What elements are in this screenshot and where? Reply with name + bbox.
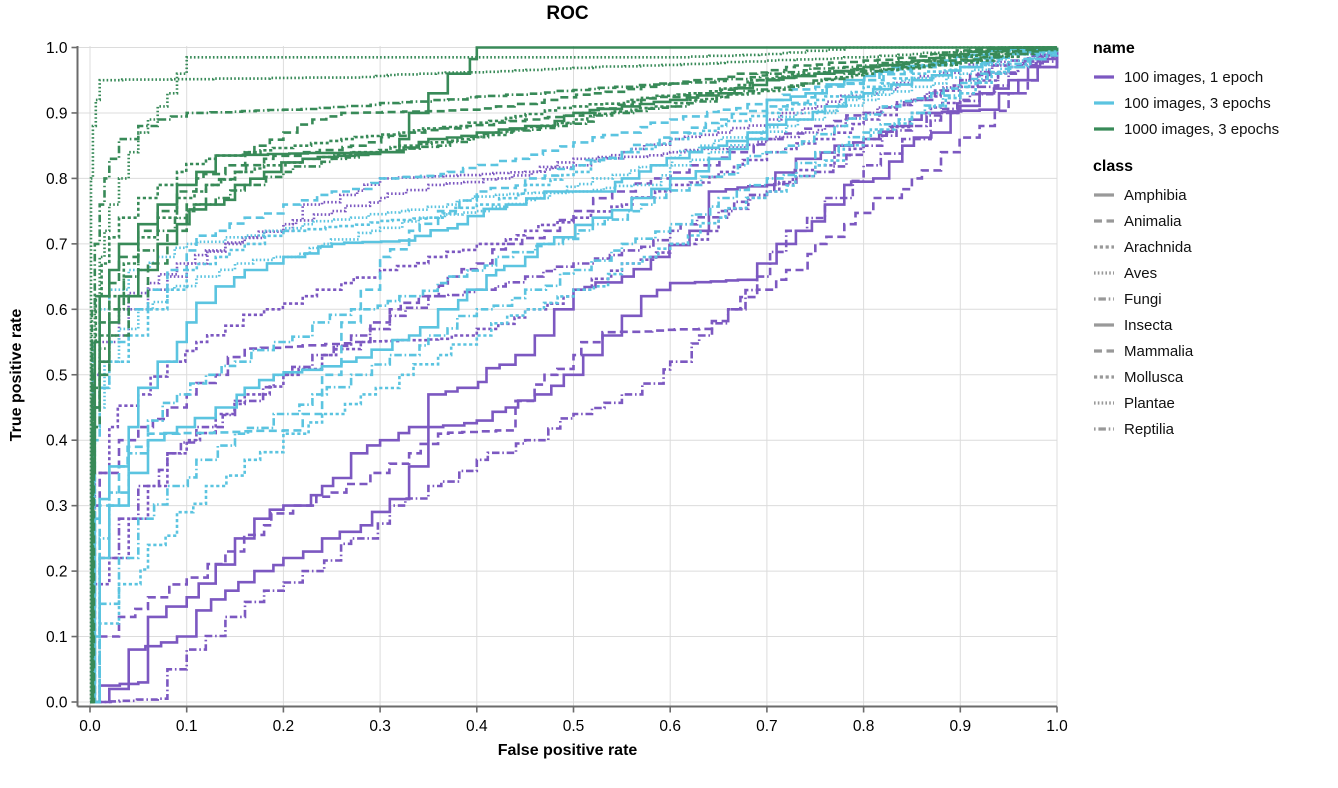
legend-class-swatch-icon [1094, 401, 1114, 405]
roc-curve-1000-images-3-epochs-mammalia [90, 47, 1059, 704]
legend-class-items: Amphibia Animalia Arachnida Aves Fungi Insect… [1093, 182, 1338, 442]
roc-curve-100-images-1-epoch-fungi [90, 47, 1059, 704]
roc-curve-100-images-3-epochs-amphibia [90, 47, 1059, 704]
roc-curve-1000-images-3-epochs-plantae [89, 46, 1057, 704]
roc-curve-100-images-1-epoch-animalia [90, 47, 1059, 704]
x-tick-label: 0.0 [79, 718, 101, 735]
y-tick-label: 0.7 [46, 236, 68, 253]
legend-class-swatch-icon [1094, 375, 1114, 379]
y-tick-label: 0.6 [46, 302, 68, 319]
legend-class-label: Aves [1124, 264, 1158, 282]
legend-name-items: 100 images, 1 epoch 100 images, 3 epochs 1… [1093, 64, 1338, 142]
roc-curve-100-images-3-epochs-mollusca [90, 47, 1059, 704]
legend-item-mammalia: Mammalia [1093, 338, 1338, 364]
roc-curve-100-images-1-epoch-mammalia [90, 47, 1059, 704]
legend-class-swatch-icon [1094, 271, 1114, 275]
legend-class-label: Reptilia [1124, 420, 1175, 438]
legend-item-100-images-1-epoch: 100 images, 1 epoch [1093, 64, 1338, 90]
legend-item-100-images-3-epochs: 100 images, 3 epochs [1093, 90, 1338, 116]
y-tick-label: 0.3 [46, 498, 68, 515]
legend-name-swatch-icon [1094, 101, 1114, 105]
roc-curve-100-images-1-epoch-insecta [90, 47, 1059, 704]
roc-curve-100-images-3-epochs-plantae [90, 47, 1059, 704]
legend-class-label: Plantae [1124, 394, 1175, 412]
legend-class-label: Amphibia [1124, 186, 1187, 204]
legend-item-amphibia: Amphibia [1093, 182, 1338, 208]
legend-name-header: name [1093, 40, 1135, 57]
legend: name 100 images, 1 epoch 100 images, 3 ep… [1093, 40, 1338, 442]
legend-item-mollusca: Mollusca [1093, 364, 1338, 390]
roc-curve-1000-images-3-epochs-fungi [90, 46, 1057, 704]
legend-item-aves: Aves [1093, 260, 1338, 286]
legend-item-plantae: Plantae [1093, 390, 1338, 416]
legend-class-swatch-icon [1094, 297, 1114, 301]
legend-item-fungi: Fungi [1093, 286, 1338, 312]
y-tick-label: 0.8 [46, 171, 68, 188]
roc-curve-1000-images-3-epochs-insecta [90, 46, 1057, 704]
legend-class-swatch-icon [1094, 323, 1114, 327]
roc-curve-1000-images-3-epochs-aves [90, 46, 1057, 704]
x-tick-label: 0.6 [659, 718, 681, 735]
legend-class-label: Fungi [1124, 290, 1162, 308]
roc-curve-100-images-3-epochs-reptilia [90, 47, 1059, 704]
legend-item-animalia: Animalia [1093, 208, 1338, 234]
x-tick-label: 0.9 [950, 718, 972, 735]
legend-class-swatch-icon [1094, 349, 1114, 353]
x-axis-title: False positive rate [497, 742, 638, 759]
legend-item-arachnida: Arachnida [1093, 234, 1338, 260]
chart-title: ROC [546, 3, 589, 24]
x-tick-label: 0.4 [466, 718, 488, 735]
x-tick-label: 0.2 [273, 718, 295, 735]
legend-item-insecta: Insecta [1093, 312, 1338, 338]
legend-name-swatch-icon [1094, 127, 1114, 131]
roc-curve-100-images-3-epochs-animalia [90, 47, 1059, 704]
legend-item-reptilia: Reptilia [1093, 416, 1338, 442]
legend-class-label: Mollusca [1124, 368, 1184, 386]
legend-name-label: 100 images, 1 epoch [1124, 68, 1264, 86]
x-tick-label: 0.5 [563, 718, 585, 735]
roc-curve-100-images-3-epochs-arachnida [90, 47, 1059, 704]
x-tick-label: 0.3 [369, 718, 391, 735]
y-tick-label: 0.2 [46, 564, 68, 581]
y-tick-label: 0.9 [46, 105, 68, 122]
x-tick-label: 0.7 [756, 718, 778, 735]
legend-item-1000-images-3-epochs: 1000 images, 3 epochs [1093, 116, 1338, 142]
legend-name-label: 1000 images, 3 epochs [1124, 120, 1280, 138]
roc-curve-1000-images-3-epochs-reptilia [90, 47, 1059, 704]
roc-curve-100-images-1-epoch-plantae [90, 47, 1059, 704]
y-tick-label: 0.5 [46, 367, 68, 384]
x-tick-label: 1.0 [1046, 718, 1068, 735]
legend-name-swatch-icon [1094, 75, 1114, 79]
y-tick-label: 0.0 [46, 695, 68, 712]
roc-curve-1000-images-3-epochs-animalia [90, 46, 1057, 704]
y-tick-label: 0.1 [46, 629, 68, 646]
legend-class-swatch-icon [1094, 219, 1114, 223]
y-axis-title: True positive rate [8, 308, 25, 442]
legend-class-swatch-icon [1094, 245, 1114, 249]
legend-class-swatch-icon [1094, 427, 1114, 431]
legend-class-label: Arachnida [1124, 238, 1192, 256]
legend-class-label: Insecta [1124, 316, 1173, 334]
legend-class-swatch-icon [1094, 193, 1114, 197]
y-tick-label: 1.0 [46, 40, 68, 57]
legend-class-label: Mammalia [1124, 342, 1194, 360]
legend-class-label: Animalia [1124, 212, 1182, 230]
x-tick-label: 0.8 [853, 718, 875, 735]
y-tick-label: 0.4 [46, 433, 68, 450]
x-tick-label: 0.1 [176, 718, 198, 735]
legend-name-label: 100 images, 3 epochs [1124, 94, 1271, 112]
roc-curve-100-images-1-epoch-arachnida [90, 47, 1059, 704]
legend-class-header: class [1093, 158, 1134, 175]
roc-curve-100-images-1-epoch-reptilia [90, 47, 1059, 704]
